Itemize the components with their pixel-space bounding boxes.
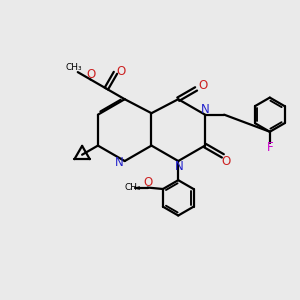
Text: CH₃: CH₃ <box>65 63 82 72</box>
Text: N: N <box>201 103 209 116</box>
Text: F: F <box>266 141 273 154</box>
Text: O: O <box>198 80 207 92</box>
Text: N: N <box>115 156 124 169</box>
Text: O: O <box>221 155 230 168</box>
Text: N: N <box>175 160 184 173</box>
Text: O: O <box>116 65 125 78</box>
Text: O: O <box>143 176 152 189</box>
Text: CH₃: CH₃ <box>124 183 141 192</box>
Text: O: O <box>86 68 95 81</box>
